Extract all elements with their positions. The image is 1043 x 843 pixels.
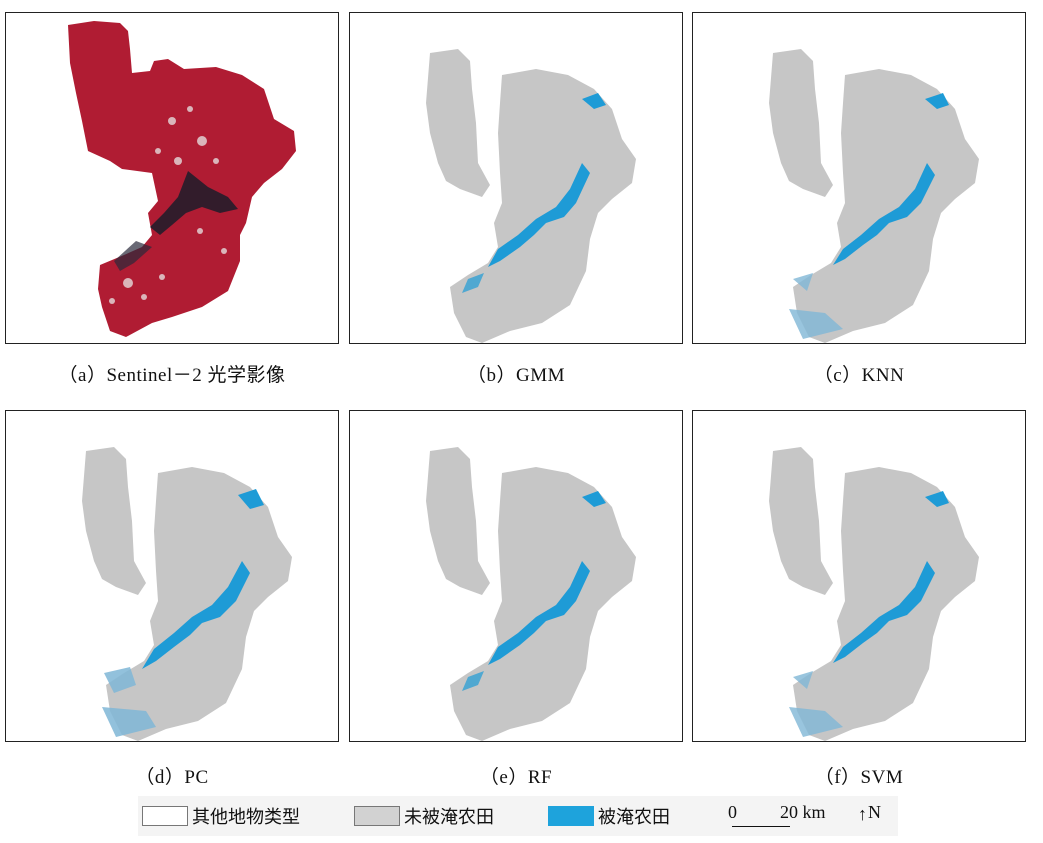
flooded-area <box>488 93 606 267</box>
map-panel-f <box>692 410 1026 742</box>
scale-line <box>732 826 790 827</box>
legend-swatch-flooded <box>548 806 594 826</box>
legend-item-unflooded: 未被淹农田 <box>354 804 494 828</box>
north-arrow: ↑ N <box>858 802 881 823</box>
caption-f: （f）SVM <box>814 767 904 788</box>
map-panel-a <box>5 12 339 344</box>
sentinel2-optical-map <box>68 21 296 337</box>
map-panel-e <box>349 410 683 742</box>
study-area-optical <box>68 21 296 337</box>
north-arrow-icon: ↑ <box>858 804 867 824</box>
svm-classification-map <box>769 447 979 741</box>
study-area-unflooded <box>426 49 636 343</box>
rf-classification-map <box>426 447 636 741</box>
legend-item-flooded: 被淹农田 <box>548 804 670 828</box>
caption-a: （a）Sentinel－2 光学影像 <box>58 365 286 386</box>
gmm-classification-map <box>426 49 636 343</box>
scale-bar: 0 20 km <box>728 800 838 832</box>
map-panel-b <box>349 12 683 344</box>
pc-classification-map <box>82 447 292 741</box>
legend-label-other: 其他地物类型 <box>192 807 300 827</box>
caption-b: （b）GMM <box>466 365 565 386</box>
caption-d: （d）PC <box>135 767 209 788</box>
legend-label-unflooded: 未被淹农田 <box>404 807 494 827</box>
legend-swatch-unflooded <box>354 806 400 826</box>
map-legend: 其他地物类型 未被淹农田 被淹农田 0 20 km ↑ N <box>138 796 898 836</box>
legend-item-other: 其他地物类型 <box>142 804 300 828</box>
caption-c: （c）KNN <box>813 365 905 386</box>
caption-e: （e）RF <box>479 767 553 788</box>
scale-zero-label: 0 <box>728 802 737 822</box>
legend-label-flooded: 被淹农田 <box>598 807 670 827</box>
scale-end-label: 20 km <box>780 802 826 822</box>
map-panel-c <box>692 12 1026 344</box>
north-label: N <box>868 802 881 822</box>
knn-classification-map <box>769 49 979 343</box>
legend-swatch-other <box>142 806 188 826</box>
map-panel-d <box>5 410 339 742</box>
